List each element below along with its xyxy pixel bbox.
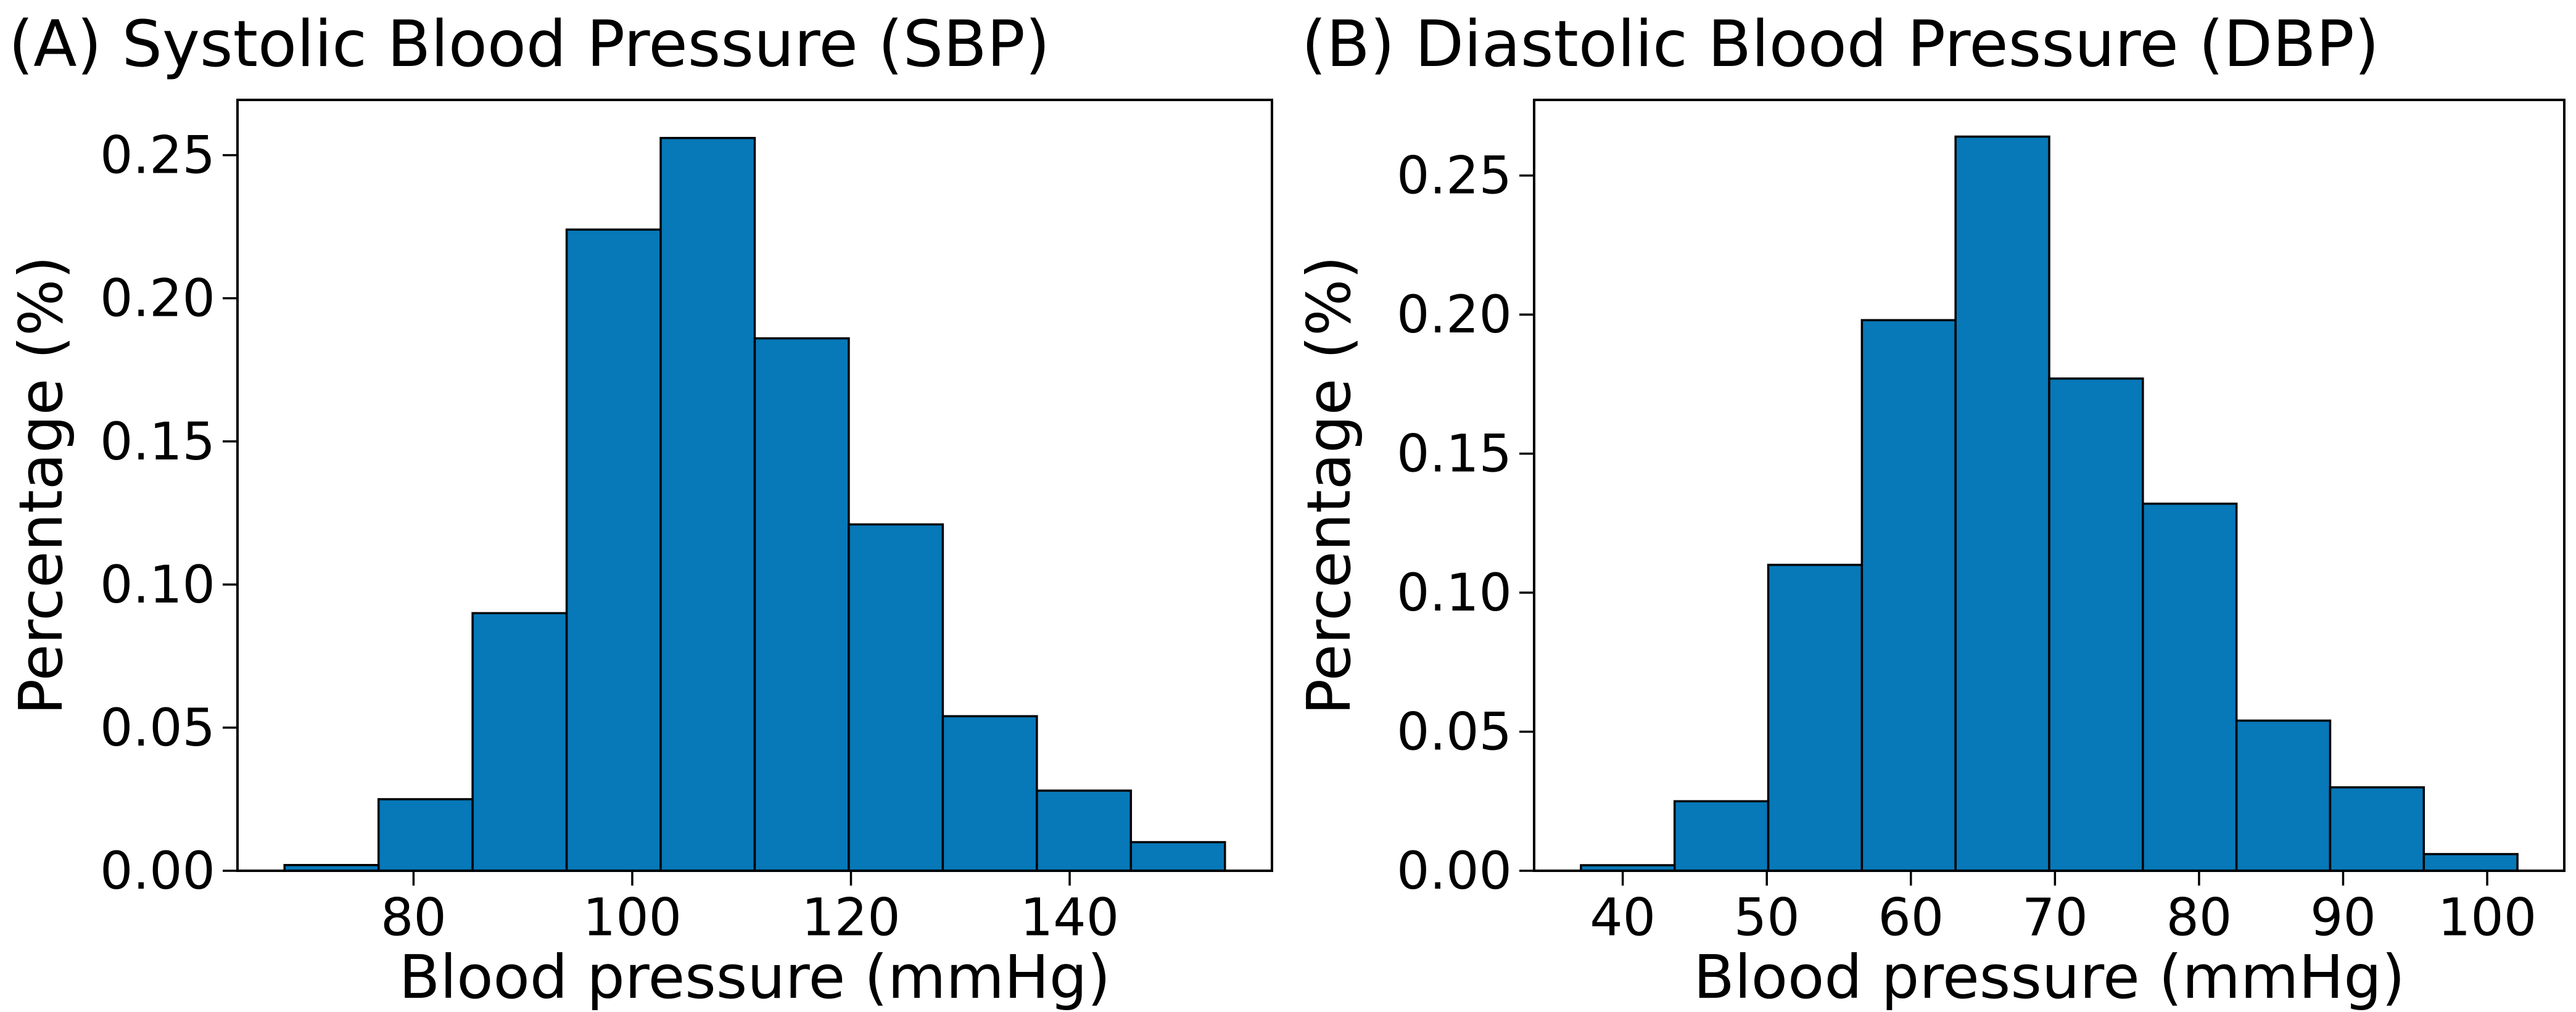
x-axis-label: Blood pressure (mmHg) — [1693, 942, 2405, 1012]
x-tick-label: 80 — [381, 887, 447, 947]
histogram-bar — [2329, 786, 2425, 872]
histogram-bar — [2142, 503, 2238, 872]
y-tick-label: 0.20 — [1397, 284, 1512, 345]
sbp-histogram: 80 100 120 140 0.00 0.05 0.10 0.15 0.20 0.25 Blood… — [6, 99, 1273, 1012]
axes-frame — [1533, 99, 2566, 872]
histogram-bar — [1860, 319, 1957, 872]
dbp-histogram: 40 50 60 70 80 90 100 0.00 0.05 0.10 0.15 0.20 0.25 B… — [1294, 99, 2566, 1012]
histogram-bar — [659, 136, 756, 872]
y-tick-label: 0.00 — [100, 841, 215, 901]
histogram-bar — [471, 612, 568, 872]
panel-sbp: (A) Systolic Blood Pressure (SBP) 80 100 1… — [6, 7, 1273, 1012]
x-tick-label: 70 — [2022, 887, 2088, 947]
x-tick-label: 120 — [801, 887, 900, 947]
y-tick-label: 0.15 — [1397, 424, 1512, 484]
histogram-bar — [565, 228, 662, 872]
histogram-bar — [377, 798, 474, 872]
x-tick-label: 60 — [1878, 887, 1944, 947]
histogram-bar — [1673, 800, 1770, 872]
y-axis-label: Percentage (%) — [1294, 256, 1364, 715]
x-axis-label: Blood pressure (mmHg) — [399, 942, 1111, 1012]
y-tick-label: 0.05 — [100, 697, 215, 758]
histogram-bar — [1767, 564, 1864, 872]
histogram-bar — [2422, 853, 2519, 872]
x-tick-label: 50 — [1734, 887, 1800, 947]
y-tick-label: 0.05 — [1397, 702, 1512, 762]
x-tick-label: 40 — [1590, 887, 1656, 947]
panel-sbp-title: (A) Systolic Blood Pressure (SBP) — [9, 7, 1051, 81]
y-tick-label: 0.25 — [1397, 146, 1512, 206]
y-axis-label: Percentage (%) — [6, 256, 76, 715]
y-tick-label: 0.25 — [100, 125, 215, 186]
histogram-bar — [848, 523, 944, 872]
histogram-bar — [2235, 719, 2332, 872]
histogram-bar — [1129, 841, 1226, 872]
panel-dbp: (B) Diastolic Blood Pressure (DBP) 40 50 6… — [1288, 0, 2576, 1012]
y-tick-label: 0.20 — [100, 268, 215, 329]
histogram-bar — [1954, 135, 2050, 872]
histogram-bar — [1036, 789, 1133, 872]
y-tick-label: 0.15 — [100, 411, 215, 472]
y-tick-label: 0.10 — [100, 554, 215, 615]
histogram-bar — [2048, 377, 2144, 872]
x-tick-label: 100 — [2438, 887, 2537, 947]
x-tick-label: 80 — [2166, 887, 2232, 947]
histogram-bar — [753, 337, 850, 872]
axes-frame — [236, 99, 1273, 872]
x-tick-label: 100 — [583, 887, 682, 947]
y-tick-label: 0.10 — [1397, 562, 1512, 623]
y-tick-label: 0.00 — [1397, 841, 1512, 901]
x-tick-label: 90 — [2310, 887, 2376, 947]
histogram-bar — [941, 715, 1038, 872]
x-tick-label: 140 — [1020, 887, 1119, 947]
panel-dbp-title: (B) Diastolic Blood Pressure (DBP) — [1302, 7, 2379, 81]
